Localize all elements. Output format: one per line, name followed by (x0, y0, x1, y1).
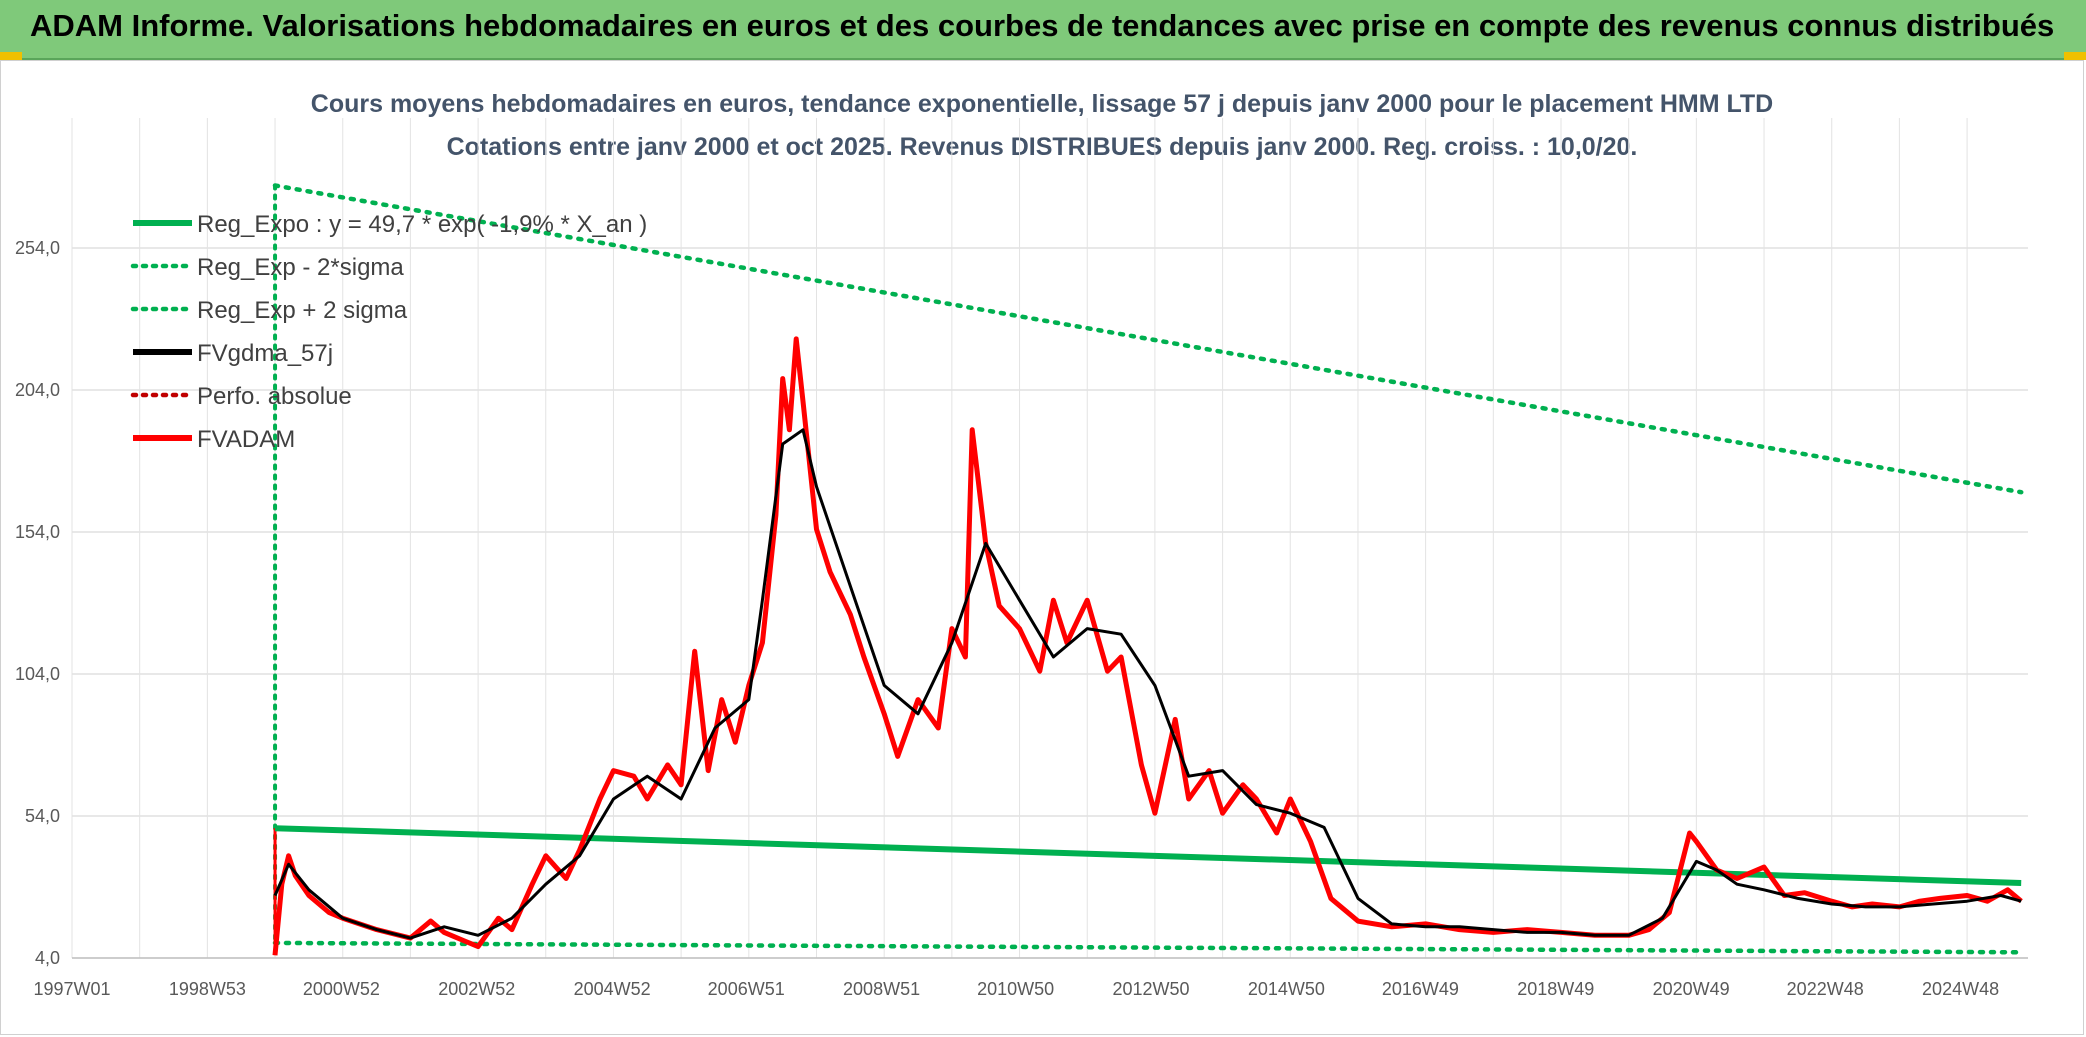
legend-label: Reg_Exp + 2 sigma (197, 297, 408, 324)
series-fvgdma-57j (273, 428, 2022, 940)
x-tick-label: 2022W48 (1787, 979, 1864, 999)
x-tick-label: 2018W49 (1517, 979, 1594, 999)
x-tick-label: 2008W51 (843, 979, 920, 999)
grid-lines (71, 118, 2028, 959)
y-tick-label: 154,0 (15, 522, 60, 542)
x-tick-label: 2014W50 (1248, 979, 1325, 999)
series-fvadam (272, 336, 2023, 956)
chart-subtitle: Cotations entre janv 2000 et oct 2025. R… (447, 133, 1638, 161)
legend-label: Reg_Expo : y = 49,7 * exp( -1,9% * X_an … (197, 211, 647, 238)
x-tick-label: 2004W52 (574, 979, 651, 999)
x-tick-label: 2024W48 (1922, 979, 1999, 999)
x-tick-label: 2016W49 (1382, 979, 1459, 999)
chart-title: Cours moyens hebdomadaires en euros, ten… (311, 90, 1773, 118)
series-reg-exp-minus-2sigma (272, 940, 2024, 955)
legend-label: Perfo. absolue (197, 383, 352, 410)
x-tick-label: 1997W01 (33, 979, 110, 999)
x-tick-label: 2020W49 (1653, 979, 1730, 999)
x-tick-label: 2002W52 (438, 979, 515, 999)
corner-mark-right (2064, 52, 2086, 60)
series-lines (272, 183, 2024, 956)
legend-label: FVgdma_57j (197, 340, 333, 367)
x-tick-label: 2006W51 (708, 979, 785, 999)
chart-frame (0, 60, 2084, 1035)
y-tick-label: 4,0 (35, 948, 60, 968)
report-banner: ADAM Informe. Valorisations hebdomadaire… (0, 0, 2086, 60)
x-tick-label: 2010W50 (977, 979, 1054, 999)
x-tick-label: 2012W50 (1112, 979, 1189, 999)
legend-label: FVADAM (197, 426, 295, 453)
y-tick-label: 254,0 (15, 238, 60, 258)
legend-label: Reg_Exp - 2*sigma (197, 254, 404, 281)
x-tick-label: 1998W53 (169, 979, 246, 999)
y-axis-ticks: 4,0 54,0 104,0 154,0 204,0 254,0 (15, 238, 60, 968)
x-axis-ticks: 1997W01 1998W53 2000W52 2002W52 2004W52 2006W… (33, 979, 1999, 999)
legend: Reg_Expo : y = 49,7 * exp( -1,9% * X_an … (130, 211, 647, 453)
report-title: ADAM Informe. Valorisations hebdomadaire… (30, 8, 2055, 43)
y-tick-label: 204,0 (15, 380, 60, 400)
series-reg-exp-plus-2sigma (272, 183, 2024, 495)
y-tick-label: 104,0 (15, 664, 60, 684)
x-tick-label: 2000W52 (303, 979, 380, 999)
y-tick-label: 54,0 (25, 806, 60, 826)
corner-mark-left (0, 52, 22, 60)
